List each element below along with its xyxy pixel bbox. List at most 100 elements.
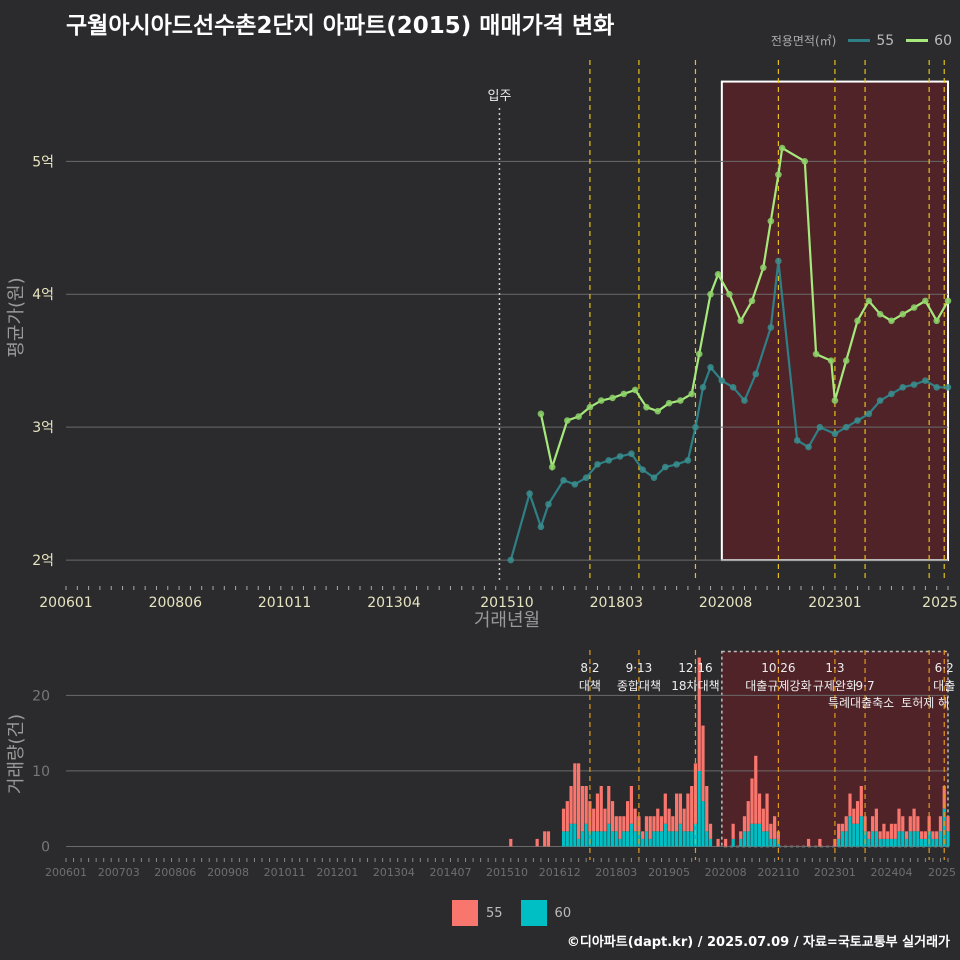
bar-60 [867,838,871,847]
bar-60 [769,838,773,847]
bar-55 [652,816,656,832]
price-y-axis-title: 평균가(원) [6,277,27,357]
price-xtick-label: 201803 [590,595,643,611]
bar-55 [916,816,920,832]
bar-60 [886,838,890,847]
series-60-point [888,317,895,325]
legend-55-swatch-icon [452,900,478,926]
bar-60 [641,838,645,847]
bar-55 [584,786,588,824]
bar-55 [867,831,871,839]
bar-60 [629,823,633,847]
bar-55 [543,831,547,847]
bar-60 [686,831,690,847]
series-60-point [665,399,673,407]
bar-60 [652,831,656,847]
bar-60 [573,823,577,847]
series-60-point [767,217,775,225]
bar-55 [897,808,901,832]
bar-60 [701,801,705,847]
bar-55 [855,801,860,824]
volume-xtick-label: 202404 [870,866,912,879]
volume-xtick-label: 200601 [45,866,87,879]
series-60-point [714,271,722,278]
bar-60 [840,831,845,847]
bar-60 [565,831,569,847]
bar-60 [852,823,856,847]
source-footer: ©디아파트(dapt.kr) / 2025.07.09 / 자료=국토교통부 실… [566,935,950,950]
bar-60 [739,838,743,847]
series-60-point [726,290,733,298]
volume-ytick-label: 20 [32,688,50,704]
series-60-point [748,297,756,305]
bar-55 [690,786,694,832]
series-60-point [631,386,639,394]
volume-xtick-label: 201612 [539,866,581,879]
series-60-point [842,357,850,364]
price-ytick-label: 3억 [32,420,54,436]
series-60-point [597,397,605,404]
series-60-point [688,390,695,398]
volume-xtick-label: 200703 [98,866,140,879]
series-60-point [760,264,767,271]
bar-55 [573,763,577,824]
volume-xtick-label: 201803 [595,866,637,879]
series-55-point [899,383,907,391]
legend-60-line-icon [906,39,929,42]
bar-55 [935,831,939,839]
bar-55 [912,808,916,832]
bar-60 [855,823,860,847]
bar-60 [663,823,667,847]
bar-60 [659,831,664,847]
bar-60 [648,838,652,847]
bar-60 [931,838,935,847]
series-60-point [827,357,835,364]
bar-60 [705,831,709,847]
bar-60 [863,831,867,847]
bar-55 [776,831,780,839]
bar-55 [577,763,581,839]
bar-60 [690,831,694,847]
bar-60 [893,838,897,847]
bar-60 [592,831,596,847]
series-55-point [684,457,692,464]
bar-55 [946,816,950,832]
volume-xtick-label: 200908 [207,866,249,879]
bar-60 [746,831,750,847]
bar-60 [935,838,939,847]
series-60-point [922,297,929,305]
bar-55 [923,831,927,839]
volume-xtick-label: 201905 [648,866,690,879]
bar-60 [622,831,626,847]
volume-xtick-label: 201510 [486,866,528,879]
volume-xtick-label: 200806 [154,866,196,879]
bar-55 [938,816,943,832]
bar-55 [693,763,698,824]
series-55-point [775,257,782,265]
price-legend: 전용면적(㎡) 55 60 [771,32,952,49]
series-60-point [854,317,861,325]
bar-60 [667,831,671,847]
bar-55 [818,838,822,847]
volume-xtick-label: 202008 [705,866,747,879]
series-55-point [616,453,624,460]
series-55-point [888,390,895,398]
policy-name-label: 종합대책 [617,678,661,693]
volume-xtick-label: 201407 [429,866,471,879]
bar-55 [742,816,747,832]
legend-55-line-icon [848,39,871,42]
series-55-point [718,377,726,384]
series-60-point [548,463,556,471]
policy-name-label: 대출규제강화 [745,679,811,693]
series-60-point [737,317,744,325]
series-55-point [793,437,801,444]
bar-55 [697,657,701,771]
series-55-point [767,324,775,331]
bar-60 [731,838,735,847]
bar-60 [577,838,581,847]
bar-60 [859,816,863,847]
series-60-point [609,394,616,402]
bar-60 [874,831,878,847]
bar-55 [878,831,882,839]
